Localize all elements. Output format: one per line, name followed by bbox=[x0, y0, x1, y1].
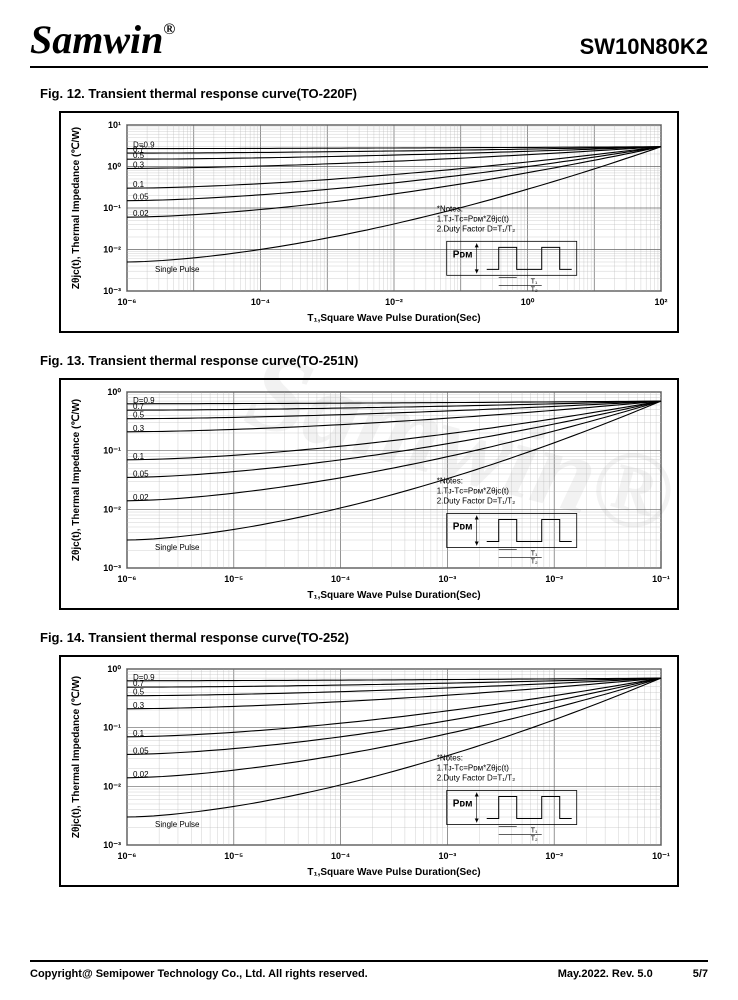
series-label: 0.3 bbox=[133, 160, 145, 169]
series-label: Single Pulse bbox=[155, 820, 200, 829]
y-tick: 10⁻¹ bbox=[103, 446, 121, 456]
series-label: 0.02 bbox=[133, 209, 149, 218]
y-axis-label: Zθjc(t), Thermal Impedance (℃/W) bbox=[71, 127, 82, 289]
series-label: 0.1 bbox=[133, 729, 145, 738]
x-axis-label: T₁,Square Wave Pulse Duration(Sec) bbox=[307, 590, 480, 601]
chart-svg: D=0.90.70.50.30.10.050.02Single Pulse10⁻… bbox=[65, 661, 673, 881]
y-axis-label: Zθjc(t), Thermal Impedance (℃/W) bbox=[71, 676, 82, 838]
t2-label: T₂ bbox=[531, 286, 538, 293]
t1-label: T₁ bbox=[531, 828, 538, 835]
y-tick: 10¹ bbox=[108, 120, 121, 130]
x-tick: 10⁻² bbox=[545, 851, 563, 861]
y-axis-label: Zθjc(t), Thermal Impedance (℃/W) bbox=[71, 399, 82, 561]
t2-label: T₂ bbox=[531, 559, 538, 566]
x-tick: 10⁻³ bbox=[439, 851, 457, 861]
y-tick: 10⁻³ bbox=[103, 840, 121, 850]
x-tick: 10⁻³ bbox=[439, 574, 457, 584]
notes-line: 2.Duty Factor D=T₁/T₂ bbox=[437, 224, 515, 233]
x-tick: 10⁻⁴ bbox=[331, 574, 350, 584]
series-label: 0.3 bbox=[133, 701, 145, 710]
pdm-label: Pᴅᴍ bbox=[453, 249, 473, 260]
t1-label: T₁ bbox=[531, 551, 538, 558]
brand-name: Samwin bbox=[30, 17, 163, 62]
x-tick: 10⁻¹ bbox=[652, 574, 670, 584]
figure-title: Fig. 12. Transient thermal response curv… bbox=[40, 86, 708, 101]
figure-title: Fig. 13. Transient thermal response curv… bbox=[40, 353, 708, 368]
x-tick: 10⁰ bbox=[521, 297, 535, 307]
y-tick: 10⁻² bbox=[103, 245, 121, 255]
notes-line: *Notes: bbox=[437, 754, 463, 763]
page-footer: Copyright@ Semipower Technology Co., Ltd… bbox=[30, 960, 708, 980]
y-tick: 10⁰ bbox=[107, 664, 121, 674]
series-label: 0.02 bbox=[133, 493, 149, 502]
page-header: Samwin® SW10N80K2 bbox=[30, 20, 708, 68]
chart-svg: D=0.90.70.50.30.10.050.02Single Pulse10⁻… bbox=[65, 384, 673, 604]
footer-copyright: Copyright@ Semipower Technology Co., Ltd… bbox=[30, 968, 368, 980]
footer-date: May.2022. Rev. 5.0 bbox=[558, 968, 653, 980]
brand-reg: ® bbox=[163, 21, 175, 38]
series-label: 0.3 bbox=[133, 424, 145, 433]
notes-line: 1.Tᴊ-Tᴄ=Pᴅᴍ*Zθjc(t) bbox=[437, 214, 510, 223]
x-tick: 10⁻⁵ bbox=[224, 851, 243, 861]
t1-label: T₁ bbox=[531, 278, 538, 285]
brand-logo: Samwin® bbox=[30, 20, 175, 60]
series-label: 0.5 bbox=[133, 688, 145, 697]
x-tick: 10² bbox=[654, 297, 667, 307]
figure-block: Fig. 12. Transient thermal response curv… bbox=[30, 86, 708, 333]
chart-frame: D=0.90.70.50.30.10.050.02Single Pulse10⁻… bbox=[59, 655, 679, 887]
x-tick: 10⁻⁴ bbox=[331, 851, 350, 861]
notes-line: *Notes: bbox=[437, 204, 463, 213]
y-tick: 10⁻² bbox=[103, 781, 121, 791]
chart-frame: D=0.90.70.50.30.10.050.02Single Pulse10⁻… bbox=[59, 111, 679, 333]
x-tick: 10⁻⁴ bbox=[251, 297, 270, 307]
series-label: 0.1 bbox=[133, 452, 145, 461]
part-number: SW10N80K2 bbox=[580, 34, 708, 60]
pdm-label: Pᴅᴍ bbox=[453, 799, 473, 810]
y-tick: 10⁻³ bbox=[103, 563, 121, 573]
x-tick: 10⁻⁶ bbox=[118, 574, 137, 584]
pdm-label: Pᴅᴍ bbox=[453, 522, 473, 533]
t2-label: T₂ bbox=[531, 836, 538, 843]
notes-line: *Notes: bbox=[437, 477, 463, 486]
x-tick: 10⁻⁶ bbox=[118, 851, 137, 861]
x-axis-label: T₁,Square Wave Pulse Duration(Sec) bbox=[307, 313, 480, 324]
y-tick: 10⁻² bbox=[103, 504, 121, 514]
footer-page: 5/7 bbox=[693, 968, 708, 980]
figure-block: Fig. 14. Transient thermal response curv… bbox=[30, 630, 708, 887]
figure-block: Fig. 13. Transient thermal response curv… bbox=[30, 353, 708, 610]
series-label: Single Pulse bbox=[155, 265, 200, 274]
series-label: 0.5 bbox=[133, 411, 145, 420]
y-tick: 10⁻³ bbox=[103, 286, 121, 296]
chart-frame: D=0.90.70.50.30.10.050.02Single Pulse10⁻… bbox=[59, 378, 679, 610]
notes-line: 1.Tᴊ-Tᴄ=Pᴅᴍ*Zθjc(t) bbox=[437, 764, 510, 773]
series-label: 0.05 bbox=[133, 193, 149, 202]
series-label: 0.05 bbox=[133, 469, 149, 478]
x-tick: 10⁻⁶ bbox=[118, 297, 137, 307]
series-label: 0.1 bbox=[133, 180, 145, 189]
series-label: 0.5 bbox=[133, 151, 145, 160]
notes-line: 2.Duty Factor D=T₁/T₂ bbox=[437, 497, 515, 506]
series-label: 0.05 bbox=[133, 746, 149, 755]
chart-svg: D=0.90.70.50.30.10.050.02Single Pulse10⁻… bbox=[65, 117, 673, 327]
x-tick: 10⁻¹ bbox=[652, 851, 670, 861]
y-tick: 10⁰ bbox=[107, 387, 121, 397]
x-tick: 10⁻² bbox=[545, 574, 563, 584]
figures-container: Fig. 12. Transient thermal response curv… bbox=[30, 86, 708, 887]
x-tick: 10⁻⁵ bbox=[224, 574, 243, 584]
notes-line: 1.Tᴊ-Tᴄ=Pᴅᴍ*Zθjc(t) bbox=[437, 487, 510, 496]
x-tick: 10⁻² bbox=[385, 297, 403, 307]
figure-title: Fig. 14. Transient thermal response curv… bbox=[40, 630, 708, 645]
series-label: 0.02 bbox=[133, 770, 149, 779]
series-label: Single Pulse bbox=[155, 543, 200, 552]
notes-line: 2.Duty Factor D=T₁/T₂ bbox=[437, 774, 515, 783]
y-tick: 10⁻¹ bbox=[103, 203, 121, 213]
y-tick: 10⁰ bbox=[107, 162, 121, 172]
x-axis-label: T₁,Square Wave Pulse Duration(Sec) bbox=[307, 867, 480, 878]
y-tick: 10⁻¹ bbox=[103, 723, 121, 733]
